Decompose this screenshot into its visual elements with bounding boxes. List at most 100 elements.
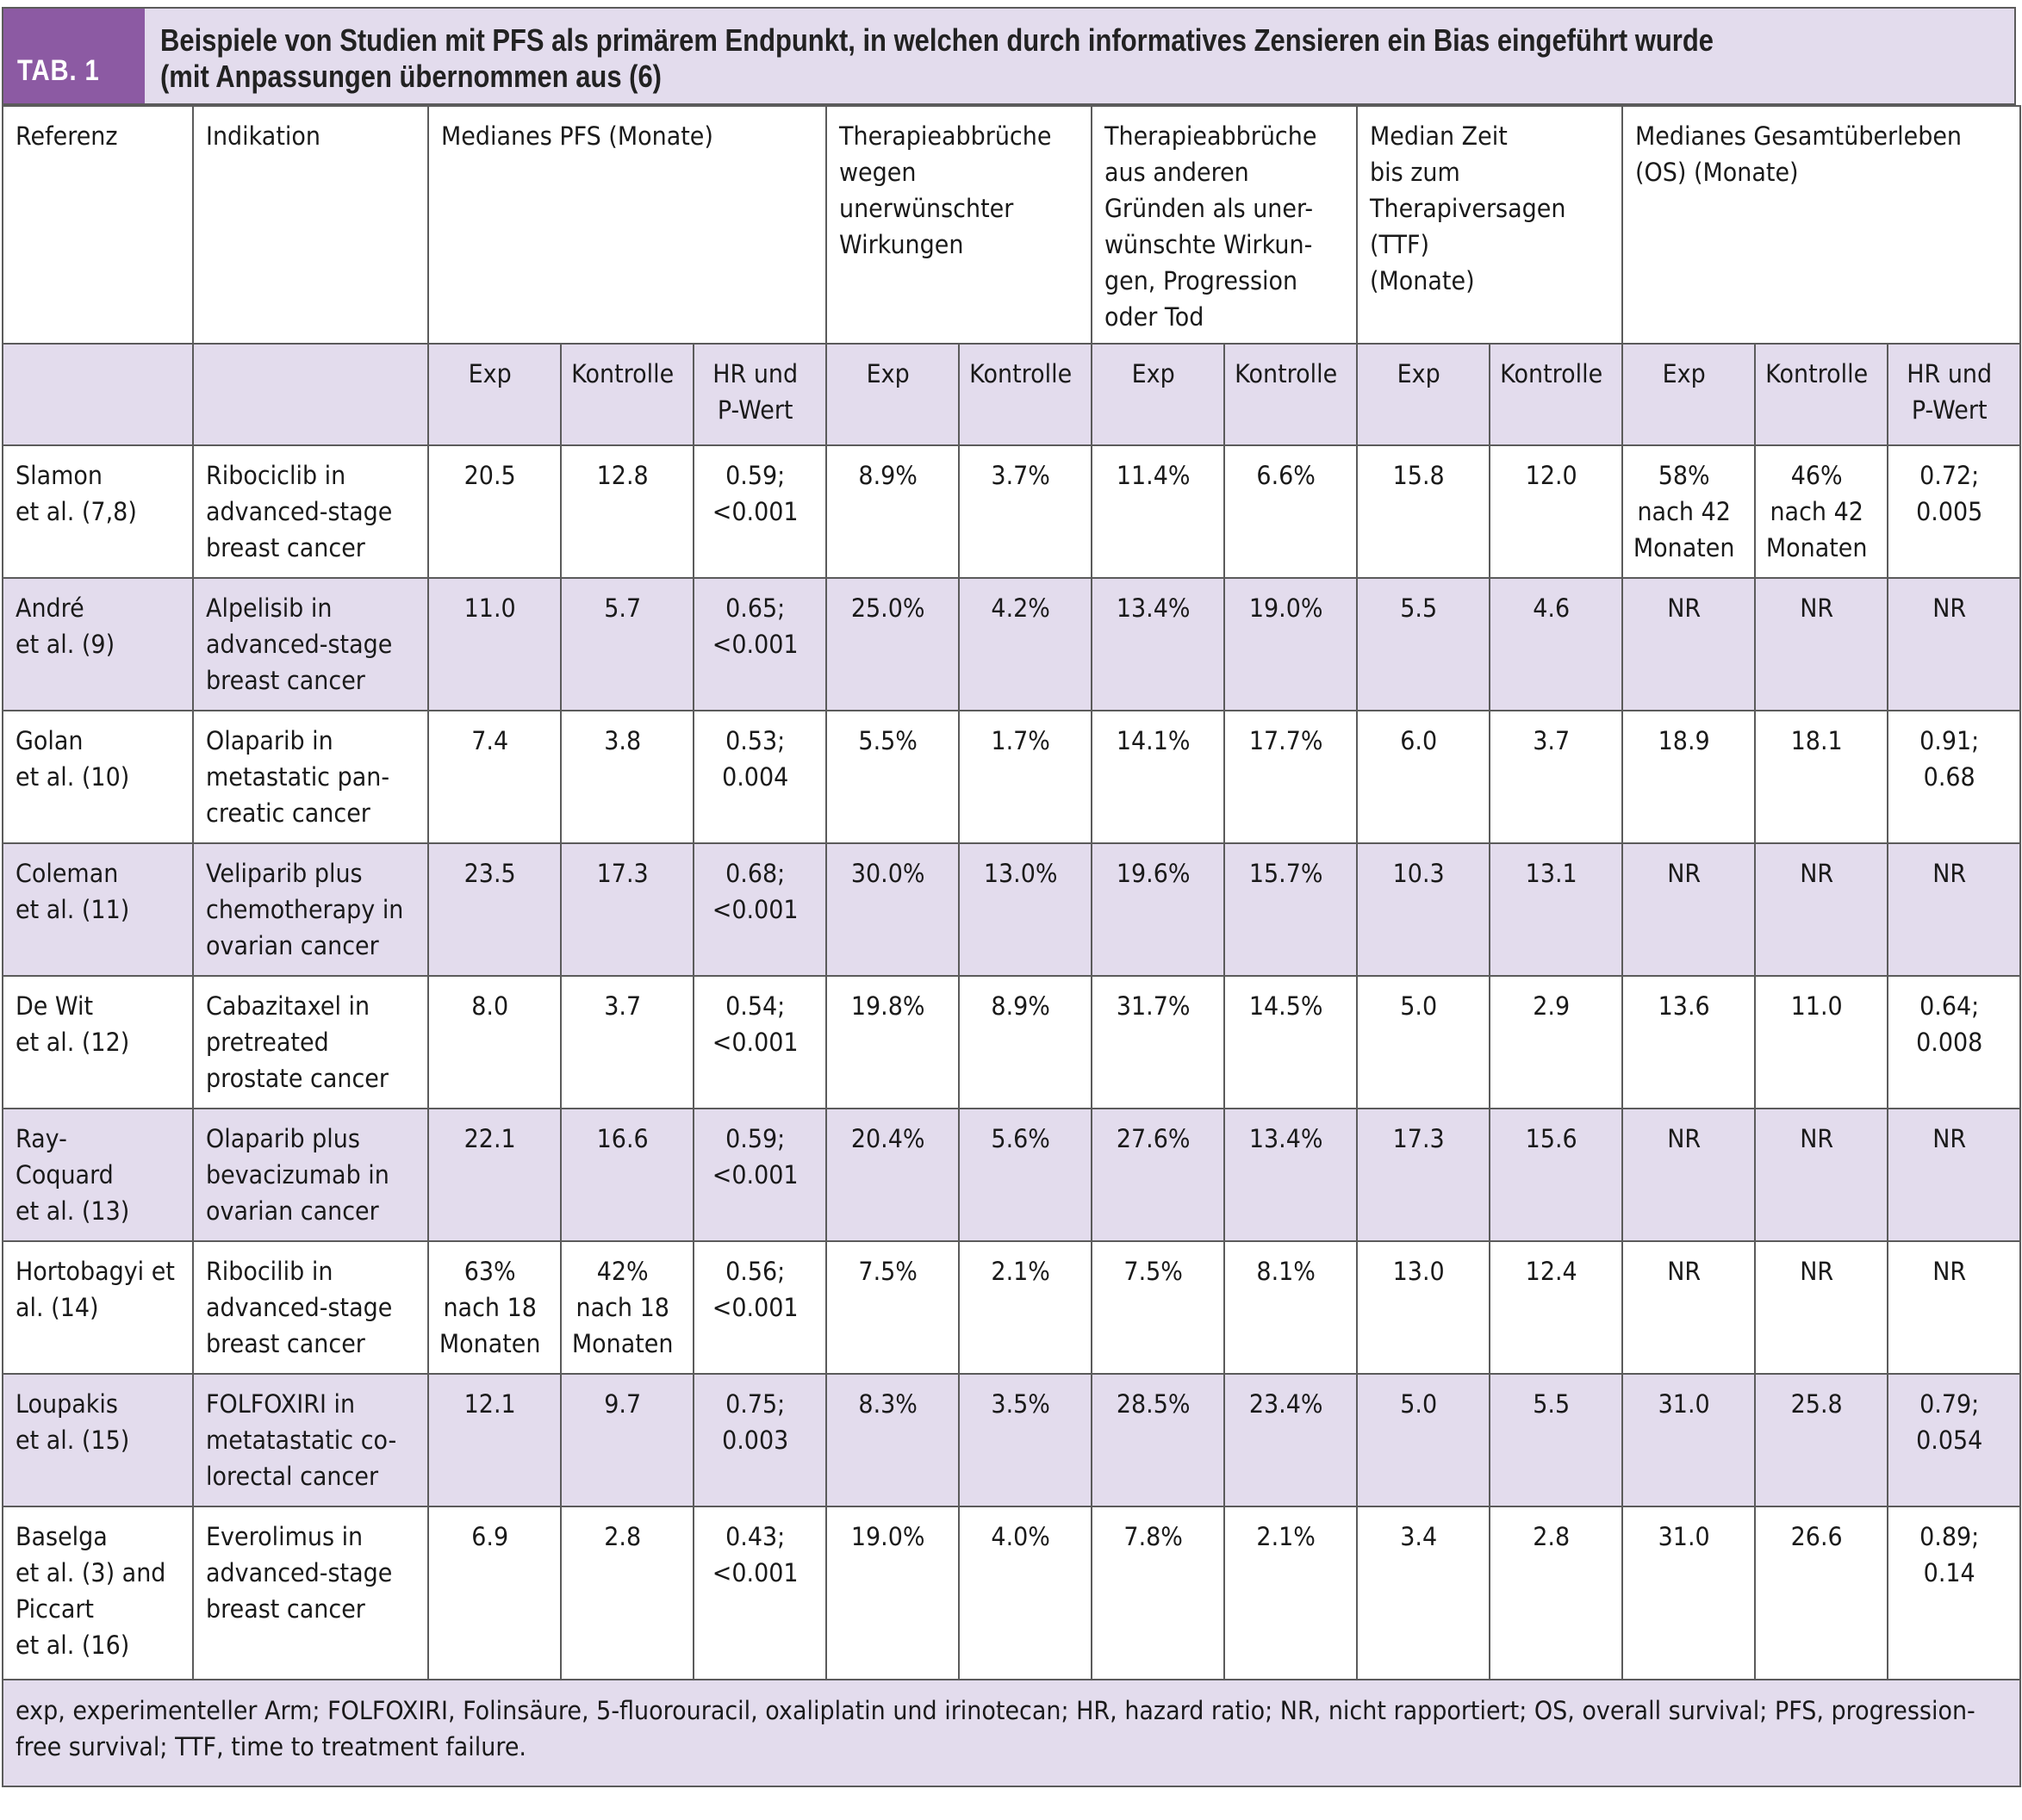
value-line: 12.4 (1525, 1257, 1577, 1286)
referenz-line: et al. (9) (16, 630, 115, 659)
cell-value: 12.1 (427, 1373, 562, 1507)
referenz-line: Baselga (16, 1522, 108, 1551)
value-line: 0.56; (725, 1257, 786, 1286)
cell-value: 8.0 (427, 975, 562, 1109)
cell-value: 2.8 (560, 1506, 694, 1680)
cell-value: 22.1 (427, 1108, 562, 1242)
indikation-line: Ribociclib in (206, 461, 346, 490)
table-row: Ray- Coquard et al. (13) Olaparib plus bevac… (2, 1108, 2022, 1242)
cell-value: 18.1 (1754, 710, 1889, 844)
cell-value: 12.8 (560, 444, 694, 579)
value-line: NR (1800, 859, 1834, 888)
value-line: 15.8 (1392, 461, 1445, 490)
value-line: 2.9 (1533, 991, 1571, 1021)
sub-header-cell: Kontrolle (1754, 343, 1889, 446)
cell-referenz: Hortobagyi et al. (14) (2, 1240, 194, 1375)
col-header-abbruch-andere-line: Therapieabbrüche (1104, 121, 1317, 151)
value-line: 42% (596, 1257, 649, 1286)
indikation-line: bevacizumab in (206, 1160, 389, 1190)
cell-value: 0.64; 0.008 (1887, 975, 2022, 1109)
cell-value: 4.2% (958, 577, 1093, 711)
table-row: André et al. (9) Alpelisib in advanced-stag… (2, 577, 2022, 711)
value-line: Monaten (439, 1329, 541, 1358)
value-line: 17.3 (596, 859, 649, 888)
value-line: 2.1% (991, 1257, 1050, 1286)
cell-value: 25.0% (825, 577, 961, 711)
cell-indikation: Ribocilib in advanced-stage breast cancer (192, 1240, 429, 1375)
cell-value: 9.7 (560, 1373, 694, 1507)
referenz-line: et al. (15) (16, 1426, 130, 1455)
cell-value: 0.72; 0.005 (1887, 444, 2022, 579)
indikation-line: Alpelisib in (206, 593, 333, 623)
cell-value: 5.5 (1356, 577, 1491, 711)
col-header-abbruch-andere-line: gen, Progression (1104, 266, 1298, 295)
cell-value: 3.7 (1489, 710, 1624, 844)
cell-indikation: Olaparib in metastatic pan-creatic cancer (192, 710, 429, 844)
sub-header-cell: Exp (825, 343, 961, 446)
value-line: 6.0 (1400, 726, 1438, 755)
value-line: 0.53; (725, 726, 786, 755)
value-line: NR (1667, 1124, 1702, 1153)
cell-value: 5.0 (1356, 1373, 1491, 1507)
value-line: 5.5 (1533, 1389, 1571, 1419)
value-line: NR (1932, 1124, 1967, 1153)
value-line: 19.0% (850, 1522, 925, 1551)
value-line: 46% (1790, 461, 1843, 490)
cell-value: 6.9 (427, 1506, 562, 1680)
value-line: 22.1 (464, 1124, 516, 1153)
cell-value: NR (1887, 1108, 2022, 1242)
value-line: 7.5% (1123, 1257, 1183, 1286)
sub-header-cell (2, 343, 194, 446)
cell-value: NR (1887, 842, 2022, 977)
col-header-ttf-line: Therapiversagen (1370, 194, 1566, 223)
referenz-line: et al. (10) (16, 762, 130, 792)
referenz-line: Loupakis (16, 1389, 118, 1419)
value-line: 13.1 (1525, 859, 1577, 888)
referenz-line: al. (14) (16, 1293, 99, 1322)
cell-value: 0.54; <0.001 (692, 975, 828, 1109)
sub-header-line: Kontrolle (571, 359, 675, 388)
sub-header-cell: Exp (1091, 343, 1226, 446)
value-line: 4.2% (991, 593, 1050, 623)
cell-value: 5.6% (958, 1108, 1093, 1242)
value-line: 5.7 (604, 593, 642, 623)
value-line: 16.6 (596, 1124, 649, 1153)
cell-referenz: De Wit et al. (12) (2, 975, 194, 1109)
indikation-line: metastatic pan- (206, 762, 390, 792)
value-line: 14.5% (1248, 991, 1323, 1021)
col-header-abbruch-uaw-line: unerwünschter (839, 194, 1014, 223)
sub-header-cell: Kontrolle (1489, 343, 1624, 446)
table-title-line-2: (mit Anpassungen übernommen aus (6) (160, 59, 663, 94)
value-line: Monaten (1633, 533, 1735, 562)
sub-header-line: P-Wert (1911, 395, 1988, 425)
indikation-line: pretreated (206, 1028, 329, 1057)
value-line: nach 42 (1637, 497, 1731, 526)
value-line: 0.59; (725, 1124, 786, 1153)
value-line: 2.8 (604, 1522, 642, 1551)
referenz-line: et al. (7,8) (16, 497, 137, 526)
indikation-line: advanced-stage (206, 1558, 393, 1587)
value-line: 8.3% (858, 1389, 918, 1419)
value-line: 5.5 (1400, 593, 1438, 623)
col-header-abbruch-uaw: Therapieabbrüche wegen unerwünschter Wirkun… (825, 105, 1093, 345)
value-line: <0.001 (712, 1160, 799, 1190)
cell-value: 19.0% (825, 1506, 961, 1680)
cell-value: NR (1621, 1240, 1757, 1375)
table-number-label: TAB. 1 (17, 54, 100, 87)
sub-header-cell: Exp (427, 343, 562, 446)
value-line: 31.0 (1658, 1522, 1710, 1551)
col-header-abbruch-andere-line: aus anderen (1104, 158, 1249, 187)
value-line: 15.7% (1248, 859, 1323, 888)
value-line: 0.65; (725, 593, 786, 623)
indikation-line: Veliparib plus (206, 859, 363, 888)
sub-header-line: Exp (1662, 359, 1706, 388)
value-line: 13.4% (1248, 1124, 1323, 1153)
value-line: NR (1932, 593, 1967, 623)
cell-value: 14.1% (1091, 710, 1226, 844)
sub-header-cell: HR und P-Wert (692, 343, 828, 446)
cell-value: 1.7% (958, 710, 1093, 844)
value-line: Monaten (1765, 533, 1868, 562)
indikation-line: chemotherapy in (206, 895, 404, 924)
value-line: 25.0% (850, 593, 925, 623)
col-header-abbruch-uaw-line: Wirkungen (839, 230, 964, 259)
